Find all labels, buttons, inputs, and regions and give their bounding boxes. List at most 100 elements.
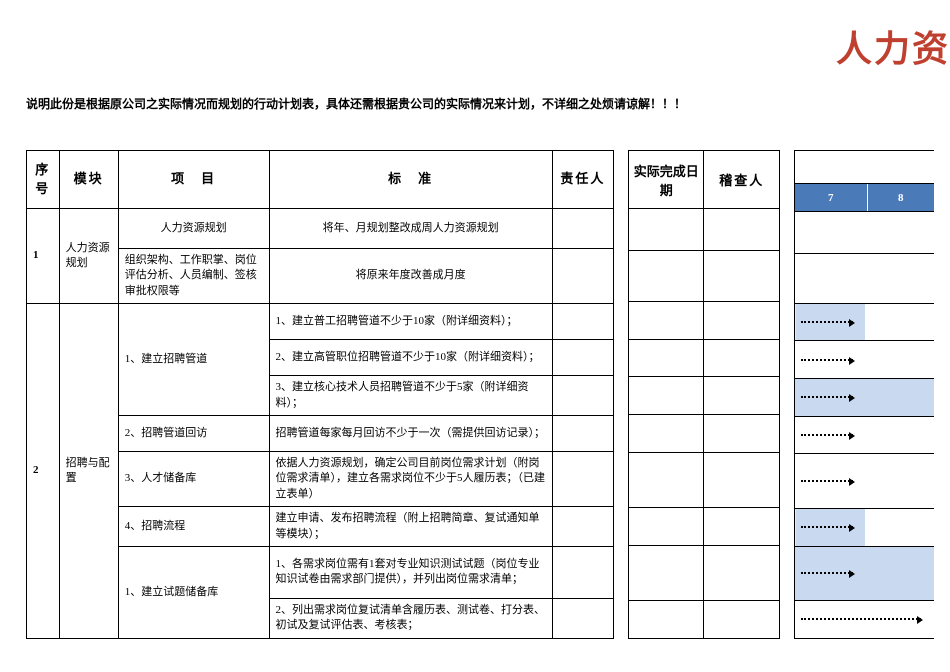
table-row: 2 招聘与配置 1、建立招聘管道 1、建立普工招聘管道不少于10家（附详细资料）… xyxy=(27,304,614,340)
standard-cell: 将原来年度改善成月度 xyxy=(269,249,552,304)
checker-cell xyxy=(704,545,780,600)
resp-cell xyxy=(552,507,613,547)
date-cell xyxy=(629,209,704,251)
table-row xyxy=(629,209,780,251)
standard-cell: 建立申请、发布招聘流程（附上招聘简章、复试通知单等模块）； xyxy=(269,507,552,547)
checker-cell xyxy=(704,453,780,508)
gantt-cell xyxy=(795,546,935,600)
project-cell: 2、招聘管道回访 xyxy=(118,415,269,451)
main-header-row: 序号 模块 项 目 标 准 责任人 xyxy=(27,151,614,209)
gantt-cell xyxy=(795,600,935,638)
gantt-row xyxy=(795,211,935,253)
resp-cell xyxy=(552,598,613,638)
page-title: 人力资 xyxy=(836,20,950,72)
checker-cell xyxy=(704,415,780,453)
table-row xyxy=(629,545,780,600)
mid-table: 实际完成日期 稽查人 xyxy=(628,150,780,639)
standard-cell: 2、列出需求岗位复试清单含履历表、测试卷、打分表、初试及复试评估表、考核表； xyxy=(269,598,552,638)
date-cell xyxy=(629,377,704,415)
instruction-note: 说明此份是根据原公司之实际情况而规划的行动计划表，具体还需根据贵公司的实际情况来… xyxy=(26,95,686,112)
main-table: 序号 模块 项 目 标 准 责任人 1 人力资源规划 人力资源规划 将年、月规划… xyxy=(26,150,614,639)
checker-cell xyxy=(704,377,780,415)
standard-cell: 2、建立高管职位招聘管道不少于10家（附详细资料）； xyxy=(269,340,552,376)
arrow-icon xyxy=(801,396,853,398)
standard-cell: 招聘管道每家每月回访不少于一次（需提供回访记录）； xyxy=(269,415,552,451)
checker-cell xyxy=(704,339,780,377)
gantt-cell xyxy=(795,211,935,253)
table-row xyxy=(629,339,780,377)
resp-cell xyxy=(552,249,613,304)
gantt-cell xyxy=(795,253,935,303)
gantt-row xyxy=(795,253,935,303)
right-table: 7 8 xyxy=(794,150,934,639)
arrow-icon xyxy=(801,480,853,482)
checker-cell xyxy=(704,508,780,546)
resp-cell xyxy=(552,304,613,340)
header-module: 模块 xyxy=(59,151,118,209)
header-seq: 序号 xyxy=(27,151,60,209)
project-cell: 组织架构、工作职掌、岗位评估分析、人员编制、签核审批权限等 xyxy=(118,249,269,304)
header-standard: 标 准 xyxy=(269,151,552,209)
gantt-row xyxy=(795,454,935,508)
project-cell: 4、招聘流程 xyxy=(118,507,269,547)
mid-header-row: 实际完成日期 稽查人 xyxy=(629,151,780,209)
project-cell: 3、人才储备库 xyxy=(118,451,269,506)
project-cell: 1、建立招聘管道 xyxy=(118,304,269,416)
table-row xyxy=(629,600,780,638)
gantt-row xyxy=(795,546,935,600)
table-row xyxy=(629,251,780,302)
gantt-cell xyxy=(795,454,935,508)
table-wrapper: 序号 模块 项 目 标 准 责任人 1 人力资源规划 人力资源规划 将年、月规划… xyxy=(26,150,934,639)
date-cell xyxy=(629,508,704,546)
seq-cell: 1 xyxy=(27,209,60,304)
gantt-row xyxy=(795,303,935,341)
gantt-cell xyxy=(795,508,935,546)
table-row xyxy=(629,301,780,339)
gantt-cell xyxy=(795,341,935,379)
gantt-row xyxy=(795,600,935,638)
table-row: 1 人力资源规划 人力资源规划 将年、月规划整改成周人力资源规划 xyxy=(27,209,614,249)
module-cell: 招聘与配置 xyxy=(59,304,118,639)
gantt-cell xyxy=(795,416,935,454)
header-project: 项 目 xyxy=(118,151,269,209)
arrow-icon xyxy=(801,359,853,361)
date-cell xyxy=(629,600,704,638)
week-header-row: 7 8 xyxy=(795,184,935,211)
week-8: 8 xyxy=(867,184,934,211)
standard-cell: 将年、月规划整改成周人力资源规划 xyxy=(269,209,552,249)
date-cell xyxy=(629,453,704,508)
resp-cell xyxy=(552,451,613,506)
date-cell xyxy=(629,415,704,453)
gantt-row xyxy=(795,508,935,546)
date-cell xyxy=(629,545,704,600)
header-date: 实际完成日期 xyxy=(629,151,704,209)
resp-cell xyxy=(552,209,613,249)
week-7: 7 xyxy=(795,184,868,211)
gantt-row xyxy=(795,379,935,417)
gantt-cell xyxy=(795,379,935,417)
date-cell xyxy=(629,301,704,339)
resp-cell xyxy=(552,546,613,598)
resp-cell xyxy=(552,376,613,416)
resp-cell xyxy=(552,415,613,451)
gantt-row xyxy=(795,416,935,454)
standard-cell: 依据人力资源规划，确定公司目前岗位需求计划（附岗位需求清单），建立各需求岗位不少… xyxy=(269,451,552,506)
right-spacer-top xyxy=(795,151,935,184)
arrow-icon xyxy=(801,321,853,323)
standard-cell: 1、各需求岗位需有1套对专业知识测试试题（岗位专业知识试卷由需求部门提供），并列… xyxy=(269,546,552,598)
seq-cell: 2 xyxy=(27,304,60,639)
standard-cell: 1、建立普工招聘管道不少于10家（附详细资料）； xyxy=(269,304,552,340)
arrow-icon xyxy=(801,572,853,574)
date-cell xyxy=(629,339,704,377)
resp-cell xyxy=(552,340,613,376)
checker-cell xyxy=(704,600,780,638)
gantt-cell xyxy=(795,303,935,341)
checker-cell xyxy=(704,301,780,339)
project-cell: 人力资源规划 xyxy=(118,209,269,249)
arrow-icon xyxy=(801,434,853,436)
table-row xyxy=(629,415,780,453)
project-cell: 1、建立试题储备库 xyxy=(118,546,269,638)
header-checker: 稽查人 xyxy=(704,151,780,209)
table-row xyxy=(629,508,780,546)
checker-cell xyxy=(704,251,780,302)
